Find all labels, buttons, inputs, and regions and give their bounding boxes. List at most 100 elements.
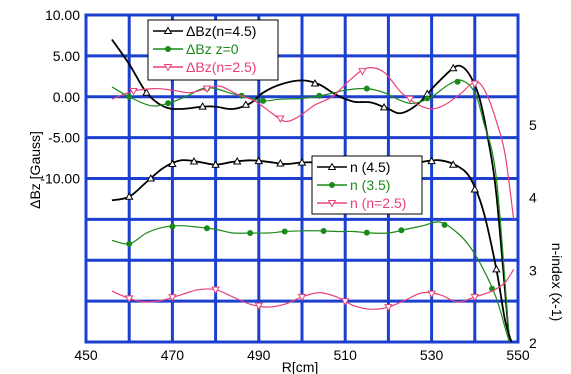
data-point	[254, 302, 264, 311]
series-n-index-5	[111, 268, 515, 312]
legend-label: ΔBz(n=2.5)	[186, 59, 256, 75]
legend-bottom: n (4.5) n (3.5) n (n=2.5)	[311, 155, 423, 215]
data-point	[316, 92, 323, 99]
series-line	[111, 38, 511, 343]
data-point	[405, 95, 415, 104]
data-point	[260, 97, 267, 104]
series-line	[111, 268, 515, 310]
y-tick-label-left: -10.00	[40, 171, 80, 187]
legend-entry: ΔBz z=0	[153, 41, 239, 57]
data-point	[358, 68, 367, 76]
data-point	[126, 93, 133, 100]
data-point	[297, 293, 307, 302]
data-point	[470, 80, 480, 89]
data-point	[340, 298, 350, 306]
legend-label: ΔBz z=0	[186, 41, 239, 57]
data-point	[441, 221, 448, 228]
y-tick-label-right: 2	[529, 335, 537, 351]
data-point	[470, 293, 480, 302]
series-delta-bz-0	[111, 38, 511, 343]
legend-entry: n (4.5)	[317, 159, 390, 175]
y-tick-label-left: 5.00	[53, 48, 80, 64]
data-point	[241, 100, 251, 108]
tick-labels: 450 470 490 510 530 550 10.00 5.00 0.00 -5.00 -10.…	[40, 7, 537, 363]
data-point	[169, 223, 176, 230]
data-point	[327, 199, 337, 208]
legend-entry: n (n=2.5)	[317, 195, 406, 211]
data-point	[454, 78, 461, 85]
data-point	[363, 229, 370, 236]
data-point	[168, 294, 177, 302]
x-tick-label: 530	[420, 347, 444, 363]
data-point	[247, 229, 254, 236]
legend-entry: n (3.5)	[317, 177, 390, 193]
series-delta-bz-1	[111, 78, 510, 343]
y-tick-label-left: -5.00	[48, 130, 80, 146]
data-point	[379, 102, 389, 111]
data-point	[165, 100, 172, 107]
data-point	[398, 227, 405, 234]
data-point	[492, 264, 501, 273]
y-tick-label-right: 3	[529, 262, 537, 278]
data-point	[363, 85, 370, 92]
y-tick-label-right: 5	[529, 117, 537, 133]
data-point	[297, 158, 307, 166]
series-delta-bz-2	[111, 67, 515, 220]
data-point	[164, 46, 171, 53]
data-point	[254, 156, 264, 165]
data-point	[470, 184, 480, 193]
data-point	[124, 295, 134, 303]
data-point	[448, 63, 458, 72]
y-tick-label-left: 0.00	[53, 89, 80, 105]
data-point	[124, 192, 134, 200]
data-point	[320, 228, 327, 235]
data-point	[232, 157, 242, 165]
data-point	[424, 95, 431, 102]
legend-top: ΔBz(n=4.5) ΔBz z=0 ΔBz(n=2.5)	[147, 19, 279, 81]
legend-label: n (3.5)	[350, 177, 390, 193]
series-line	[111, 221, 510, 343]
data-point	[211, 160, 220, 168]
legend-label: n (n=2.5)	[350, 195, 406, 211]
data-point	[211, 286, 220, 295]
data-point	[276, 115, 285, 123]
series-n-index-4	[111, 221, 510, 343]
data-point	[168, 159, 177, 168]
data-point	[129, 87, 138, 96]
data-point	[163, 26, 173, 35]
data-point	[328, 181, 335, 188]
data-point	[384, 304, 393, 312]
y-axis-label-left: ΔBz [Gauss]	[27, 131, 43, 209]
data-point	[142, 88, 151, 96]
data-point	[281, 228, 288, 235]
data-point	[198, 102, 207, 110]
legend-entry: ΔBz(n=4.5)	[153, 23, 256, 39]
data-point	[163, 63, 173, 72]
data-point	[276, 159, 285, 167]
data-point	[126, 240, 133, 247]
data-point	[448, 160, 458, 168]
x-tick-label: 550	[506, 347, 530, 363]
legend-label: n (4.5)	[350, 159, 390, 175]
data-point	[202, 85, 212, 93]
legend-label: ΔBz(n=4.5)	[186, 23, 256, 39]
data-point	[427, 156, 436, 165]
y-axis-label-right: n-index (x-1)	[549, 243, 565, 322]
y-tick-label-left: 10.00	[45, 7, 80, 23]
series-line	[111, 79, 510, 343]
x-tick-label: 510	[334, 347, 358, 363]
x-tick-label: 450	[74, 347, 98, 363]
data-point	[310, 79, 320, 87]
data-point	[146, 174, 156, 182]
x-tick-label: 470	[161, 347, 185, 363]
data-point	[327, 162, 337, 171]
data-point	[189, 157, 199, 165]
x-tick-label: 490	[247, 347, 271, 363]
data-point	[203, 225, 210, 232]
x-axis-label: R[cm]	[282, 359, 319, 374]
plot-frame	[84, 13, 520, 344]
legend-entry: ΔBz(n=2.5)	[153, 59, 256, 75]
y-tick-label-right: 4	[529, 190, 537, 206]
data-point	[427, 290, 436, 299]
